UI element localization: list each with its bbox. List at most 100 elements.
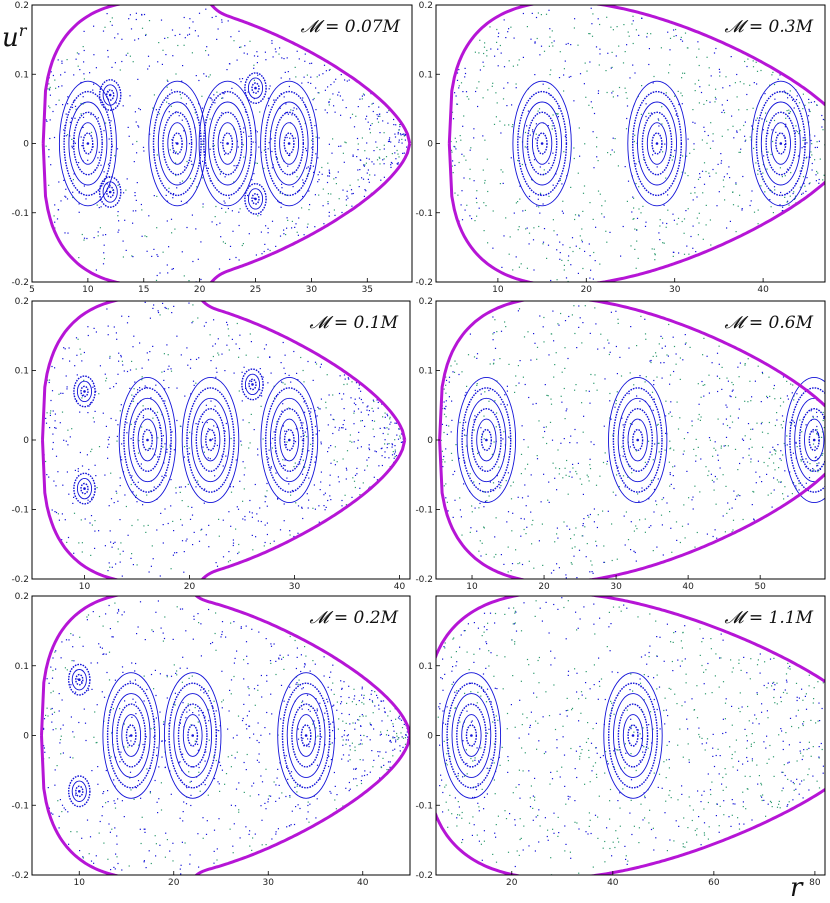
x-tick-label: 50 xyxy=(754,582,766,592)
panel-title: 𝓜 = 1.1M xyxy=(724,608,813,628)
y-axis-label: ur xyxy=(2,21,28,53)
x-tick-label: 40 xyxy=(357,878,369,888)
x-tick-label: 20 xyxy=(581,285,593,295)
panel-title: 𝓜 = 0.2M xyxy=(309,608,398,628)
island-8 xyxy=(244,182,267,215)
y-tick-label: -0.1 xyxy=(11,209,29,219)
y-tick-label: -0.2 xyxy=(415,871,433,881)
island-6 xyxy=(241,368,264,401)
island-1 xyxy=(512,80,572,207)
boundary-upper xyxy=(438,301,825,441)
boundary-upper xyxy=(41,301,407,441)
x-tick-label: 20 xyxy=(168,878,180,888)
y-tick-label: 0.1 xyxy=(419,367,433,377)
y-tick-label: 0 xyxy=(23,140,29,150)
x-tick-label: 25 xyxy=(250,285,261,295)
chaotic-sea xyxy=(449,7,825,282)
regular-islands xyxy=(58,72,319,215)
island-2 xyxy=(608,376,668,504)
y-tick-label: -0.1 xyxy=(11,506,29,516)
island-2 xyxy=(181,376,240,504)
island-3 xyxy=(198,80,257,207)
poincare-panel-2: 10 20 30 40 0.2 0.1 0 -0.1 -0.2 𝓜 = 0.3M xyxy=(415,1,826,295)
chaotic-sea xyxy=(42,301,406,577)
boundary-lower xyxy=(438,439,825,579)
y-tick-label: 0.2 xyxy=(15,1,29,11)
x-tick-label: 10 xyxy=(466,582,478,592)
island-5 xyxy=(73,472,96,505)
x-tick-label: 15 xyxy=(138,285,149,295)
poincare-panel-4: 10 20 30 40 50 0.2 0.1 0 -0.1 -0.2 𝓜 = 0.6M xyxy=(415,297,826,592)
island-1 xyxy=(441,672,502,799)
island-1 xyxy=(456,376,517,504)
regular-islands xyxy=(441,672,663,799)
x-tick-label: 40 xyxy=(757,285,769,295)
island-1 xyxy=(118,376,177,504)
island-4 xyxy=(260,80,319,207)
y-tick-label: 0.1 xyxy=(419,70,433,80)
island-5 xyxy=(98,79,122,111)
boundary-lower xyxy=(41,439,407,579)
y-tick-label: 0.1 xyxy=(419,662,433,672)
boundary-lower xyxy=(447,143,825,282)
boundary-lower xyxy=(436,787,825,875)
x-tick-label: 40 xyxy=(394,582,406,592)
y-tick-label: 0.2 xyxy=(419,1,433,11)
y-tick-label: 0.1 xyxy=(15,367,29,377)
regular-islands xyxy=(68,663,335,808)
island-1 xyxy=(102,672,160,799)
x-tick-label: 30 xyxy=(263,878,275,888)
x-tick-label: 10 xyxy=(74,878,86,888)
x-tick-label: 10 xyxy=(492,285,504,295)
x-tick-label: 20 xyxy=(184,582,196,592)
x-tick-label: 40 xyxy=(607,878,619,888)
boundary-lower xyxy=(41,143,412,282)
x-tick-label: 80 xyxy=(809,878,821,888)
y-tick-label: -0.2 xyxy=(11,871,29,881)
island-7 xyxy=(244,72,267,105)
y-tick-label: -0.2 xyxy=(11,278,29,288)
x-tick-label: 35 xyxy=(362,285,373,295)
x-tick-label: 20 xyxy=(538,582,550,592)
island-1 xyxy=(58,80,117,207)
poincare-panel-6: 20 40 60 80 0.1 0 -0.1 -0.2 𝓜 = 1.1M xyxy=(415,595,826,888)
island-3 xyxy=(784,376,825,504)
y-tick-label: -0.2 xyxy=(415,278,433,288)
panel-title: 𝓜 = 0.3M xyxy=(724,17,813,37)
y-tick-label: 0.1 xyxy=(15,70,29,80)
island-2 xyxy=(627,80,687,207)
poincare-panel-1: 5 10 15 20 25 30 35 0.2 0.1 0 -0.1 -0.2 𝓜 = 0.07M xyxy=(11,1,413,295)
island-2 xyxy=(148,80,207,207)
x-axis-label: r xyxy=(790,873,804,903)
boundary-upper xyxy=(447,5,825,144)
x-tick-label: 20 xyxy=(506,878,518,888)
chaotic-sea xyxy=(44,8,411,282)
x-tick-label: 10 xyxy=(82,285,94,295)
panel-title: 𝓜 = 0.6M xyxy=(724,313,813,333)
y-tick-label: -0.1 xyxy=(415,506,433,516)
regular-islands xyxy=(456,376,825,504)
chaotic-sea xyxy=(439,305,825,579)
x-tick-label: 20 xyxy=(194,285,206,295)
island-2 xyxy=(163,672,222,799)
y-tick-label: -0.2 xyxy=(11,575,29,585)
x-tick-label: 30 xyxy=(669,285,681,295)
y-tick-label: 0.2 xyxy=(15,592,29,602)
island-5 xyxy=(68,775,91,808)
chaotic-sea xyxy=(41,596,410,875)
regular-islands xyxy=(73,368,319,505)
y-tick-label: 0 xyxy=(427,732,433,742)
x-tick-label: 30 xyxy=(610,582,622,592)
y-tick-label: 0 xyxy=(427,436,433,446)
panel-title: 𝓜 = 0.1M xyxy=(309,313,398,333)
x-tick-label: 5 xyxy=(29,285,35,295)
boundary-lower xyxy=(40,735,410,875)
poincare-panel-5: 10 20 30 40 0.2 0.1 0 -0.1 -0.2 𝓜 = 0.2M xyxy=(11,592,411,888)
island-3 xyxy=(751,80,811,207)
regular-islands xyxy=(512,80,811,207)
x-tick-label: 10 xyxy=(79,582,91,592)
y-tick-label: 0 xyxy=(427,140,433,150)
panel-frame xyxy=(31,300,411,580)
y-axis-label-base: u xyxy=(2,23,19,53)
